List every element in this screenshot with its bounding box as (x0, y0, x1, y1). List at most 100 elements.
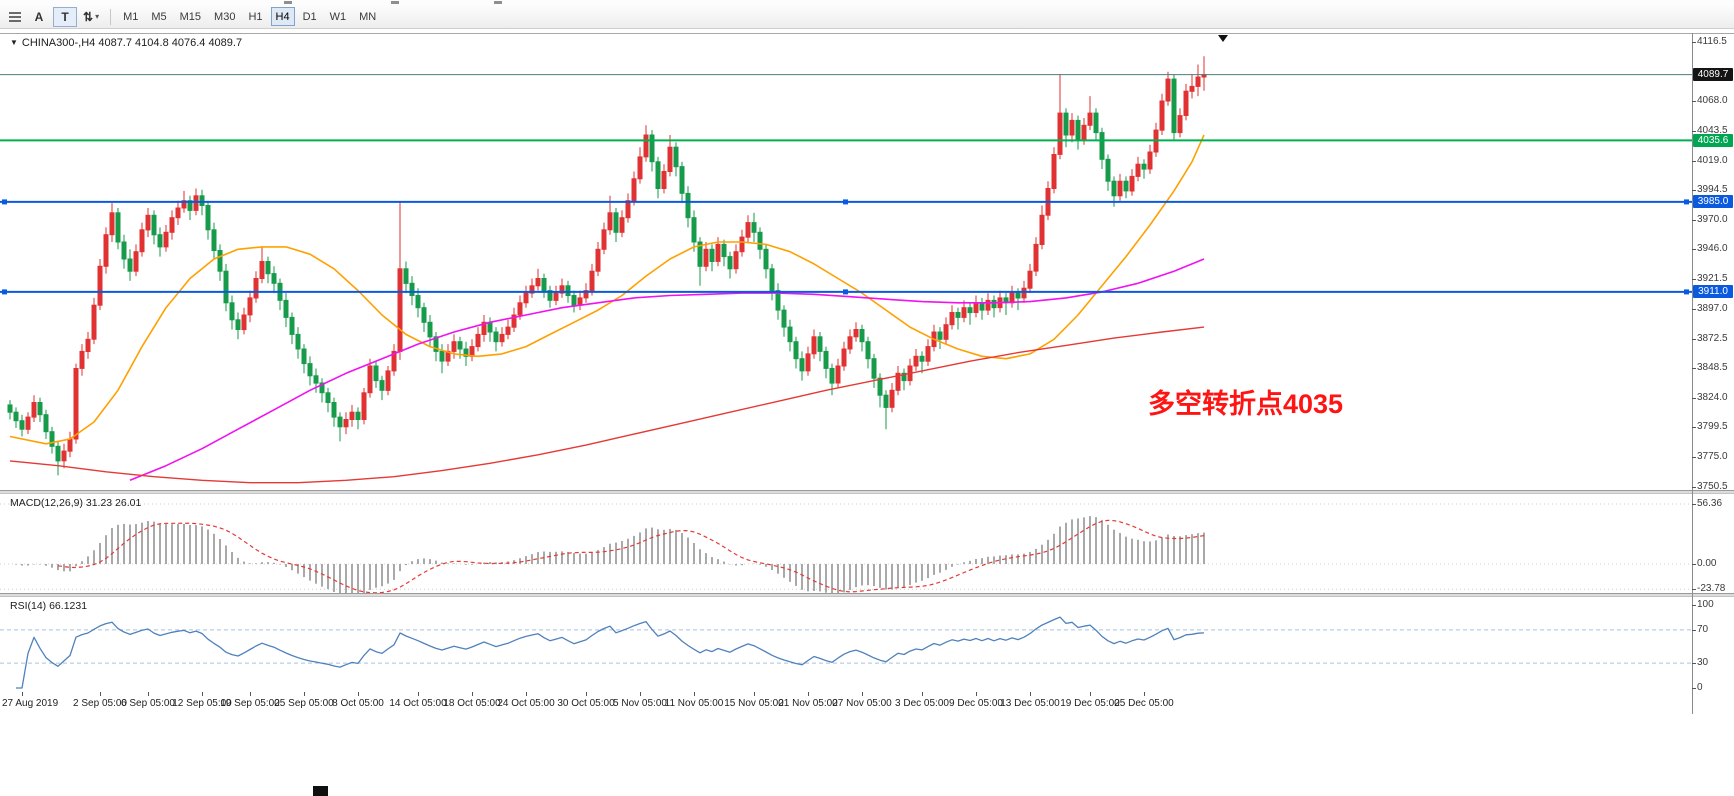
rsi-axis-label: 100 (1697, 599, 1714, 610)
macd-axis-tick (1692, 589, 1696, 590)
toolbar-separator (110, 8, 112, 25)
clipped-glyph (494, 1, 502, 4)
time-axis-tick (808, 692, 809, 696)
ma-fast-orange (9, 134, 1205, 445)
rsi-line (16, 616, 1205, 689)
timeframe-toolbar: M1 M5 M15 M30 H1 H4 D1 W1 MN (118, 7, 381, 26)
line-handle[interactable] (1684, 289, 1689, 295)
cursor-tools-button[interactable]: ⇅ ▾ (79, 7, 103, 27)
candlestick-series (7, 56, 1207, 476)
tf-button-h4[interactable]: H4 (270, 7, 295, 26)
macd-panel-canvas[interactable] (0, 494, 1692, 593)
macd-label: MACD(12,26,9) 31.23 26.01 (10, 497, 142, 509)
time-axis-label: 5 Nov 05:00 (613, 698, 667, 709)
time-axis-label: 15 Nov 05:00 (724, 698, 784, 709)
price-axis-label: 3946.0 (1697, 243, 1728, 254)
price-axis-label: 3799.5 (1697, 421, 1728, 432)
macd-axis-tick (1692, 504, 1696, 505)
price-axis-tick (1692, 131, 1696, 132)
line-handle[interactable] (2, 199, 7, 205)
time-axis-label: 27 Nov 05:00 (832, 698, 892, 709)
rsi-panel-canvas[interactable] (0, 597, 1692, 691)
time-axis-label: 30 Oct 05:00 (557, 698, 615, 709)
time-axis-tick (418, 692, 419, 696)
tf-button-m15[interactable]: M15 (179, 10, 202, 23)
price-axis-label: 3775.0 (1697, 451, 1728, 462)
current-price-badge: 4089.7 (1693, 68, 1733, 81)
price-axis-label: 3970.0 (1697, 214, 1728, 225)
price-axis-label: 4068.0 (1697, 95, 1728, 106)
tf-button-w1[interactable]: W1 (329, 10, 347, 23)
time-axis-label: 27 Aug 2019 (2, 698, 59, 709)
time-axis[interactable]: 27 Aug 2019 2 Sep 05:00 6 Sep 05:00 12 Sep … (0, 692, 1692, 714)
main-chart-canvas[interactable] (0, 33, 1692, 490)
dropdown-caret-icon: ▾ (95, 12, 100, 21)
price-axis-label: 4019.0 (1697, 155, 1728, 166)
tf-button-mn[interactable]: MN (359, 10, 377, 23)
time-axis-tick (694, 692, 695, 696)
chart-window-border (0, 33, 1734, 34)
blue-line-badge-3911: 3911.0 (1693, 285, 1733, 298)
time-axis-label: 3 Dec 05:00 (895, 698, 949, 709)
tf-button-d1[interactable]: D1 (302, 10, 317, 23)
charts-list-icon[interactable] (5, 8, 25, 26)
macd-signal-line (57, 519, 1205, 593)
price-axis-label: 3872.5 (1697, 333, 1728, 344)
time-axis-tick (358, 692, 359, 696)
time-axis-tick (526, 692, 527, 696)
text-tool-button[interactable]: T (53, 6, 77, 27)
time-axis-label: 11 Nov 05:00 (664, 698, 724, 709)
rsi-axis-label: 0 (1697, 682, 1703, 693)
price-axis-tick (1692, 457, 1696, 458)
time-axis-tick (202, 692, 203, 696)
chart-menu-arrow-icon[interactable]: ▼ (10, 38, 18, 47)
tf-button-m30[interactable]: M30 (214, 10, 236, 23)
rsi-axis-tick (1692, 630, 1696, 631)
price-axis-label: 4043.5 (1697, 125, 1728, 136)
time-axis-tick (22, 692, 23, 696)
time-axis-tick (100, 692, 101, 696)
price-axis-tick (1692, 368, 1696, 369)
time-axis-label: 25 Sep 05:00 (274, 698, 334, 709)
clipped-glyph (284, 1, 292, 4)
ohlc-info-text: CHINA300-,H4 4087.7 4104.8 4076.4 4089.7 (21, 37, 243, 49)
updown-arrows-icon: ⇅ (83, 9, 94, 24)
panel-splitter-rsi[interactable] (0, 593, 1734, 597)
time-axis-label: 14 Oct 05:00 (389, 698, 447, 709)
line-handle[interactable] (1684, 199, 1689, 205)
tf-button-m1[interactable]: M1 (123, 10, 139, 23)
time-axis-label: 19 Sep 05:00 (220, 698, 280, 709)
rsi-axis-tick (1692, 663, 1696, 664)
time-axis-tick (976, 692, 977, 696)
time-axis-label: 19 Dec 05:00 (1060, 698, 1120, 709)
panel-splitter-macd[interactable] (0, 490, 1734, 494)
rsi-axis-label: 70 (1697, 624, 1709, 635)
line-handle[interactable] (843, 289, 848, 295)
time-axis-label: 18 Oct 05:00 (443, 698, 501, 709)
price-axis-tick (1692, 190, 1696, 191)
price-axis-tick (1692, 42, 1696, 43)
ma-mid-magenta (129, 258, 1205, 482)
macd-axis-label: 56.36 (1697, 498, 1723, 509)
macd-axis-label: -23.78 (1697, 583, 1726, 594)
clipped-top-row (0, 0, 1734, 5)
clipped-glyph (391, 1, 399, 4)
font-tool-button[interactable]: A (34, 9, 44, 24)
macd-axis-label: 0.00 (1697, 558, 1717, 569)
autoscroll-marker-icon[interactable] (1218, 35, 1228, 42)
time-axis-tick (1090, 692, 1091, 696)
line-handle[interactable] (2, 289, 7, 295)
tf-button-h1[interactable]: H1 (248, 10, 263, 23)
time-axis-label: 8 Oct 05:00 (332, 698, 384, 709)
time-axis-tick (922, 692, 923, 696)
tf-button-m5[interactable]: M5 (151, 10, 167, 23)
line-handle[interactable] (843, 199, 848, 205)
time-axis-label: 25 Dec 05:00 (1114, 698, 1174, 709)
chart-toolbar: A T ⇅ ▾ M1 M5 M15 M30 H1 H4 D1 W1 MN (0, 5, 1734, 29)
time-axis-tick (1144, 692, 1145, 696)
price-axis-label: 4116.5 (1697, 36, 1727, 47)
clipped-bottom-element (313, 786, 328, 796)
price-axis-tick (1692, 101, 1696, 102)
time-axis-tick (472, 692, 473, 696)
